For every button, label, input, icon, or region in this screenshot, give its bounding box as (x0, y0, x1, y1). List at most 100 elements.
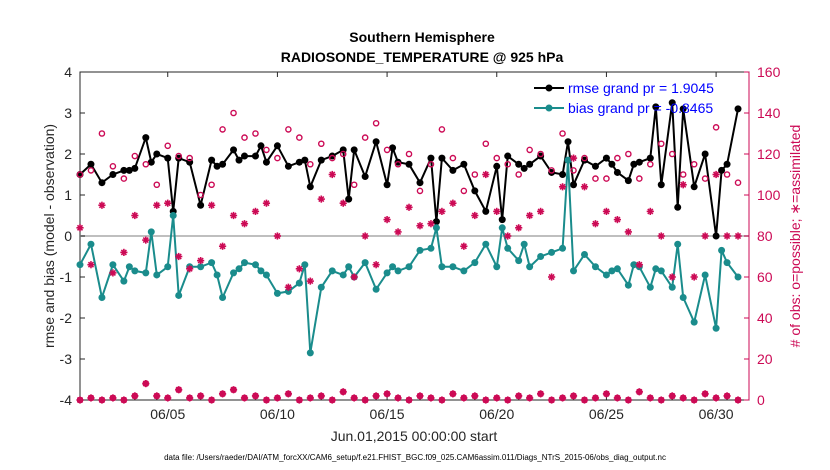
obs-assimilated-point (383, 390, 391, 398)
data-point (389, 144, 397, 152)
data-point (235, 265, 243, 273)
obs-assimilated-point (734, 396, 742, 404)
x-tick-label: 06/05 (150, 406, 185, 422)
obs-assimilated-point (350, 394, 358, 402)
data-point (306, 349, 314, 357)
obs-assimilated-point (471, 392, 479, 400)
series-2 (76, 109, 742, 199)
legend-bias-marker (545, 104, 553, 112)
y-tick-label: -2 (60, 310, 73, 326)
data-point (471, 259, 479, 267)
obs-assimilated-point (383, 216, 391, 224)
data-point (602, 154, 610, 162)
obs-possible-point (383, 146, 391, 154)
obs-possible-point (372, 119, 380, 127)
data-point (652, 103, 660, 111)
obs-assimilated-point (427, 394, 435, 402)
obs-possible-point (438, 126, 446, 133)
obs-assimilated-point (449, 390, 457, 398)
data-point (712, 232, 720, 240)
obs-assimilated-point (547, 273, 556, 281)
y-axis-right-label: # of obs: o=possible; ∗=assimilated (787, 125, 803, 348)
data-point (630, 261, 638, 269)
obs-assimilated-point (537, 207, 545, 215)
obs-assimilated-point (284, 283, 292, 291)
data-point (668, 283, 676, 291)
obs-possible-point (142, 160, 150, 168)
data-point (142, 134, 150, 142)
legend-rmse-marker (545, 84, 553, 92)
y-tick-label: 1 (64, 187, 72, 203)
obs-assimilated-point (613, 216, 621, 224)
data-point (213, 271, 221, 279)
obs-assimilated-point (339, 199, 347, 207)
data-point (361, 173, 369, 181)
data-point (515, 160, 523, 168)
data-point (718, 246, 726, 254)
data-point (602, 271, 610, 279)
obs-assimilated-point (339, 388, 347, 396)
obs-assimilated-point (131, 392, 139, 400)
obs-possible-point (570, 167, 577, 174)
obs-assimilated-point (547, 396, 556, 404)
data-point (493, 263, 501, 271)
data-point (109, 261, 117, 269)
obs-possible-point (76, 171, 84, 178)
data-point (142, 269, 150, 277)
data-file-footnote: data file: /Users/raeder/DAI/ATM_forcXX/… (164, 453, 666, 462)
obs-possible-point (636, 175, 643, 182)
obs-assimilated-point (76, 396, 84, 404)
data-point (383, 181, 391, 189)
obs-possible-point (504, 160, 512, 168)
legend-rmse-label: rmse grand pr = 1.9045 (568, 80, 714, 96)
obs-assimilated-point (416, 222, 424, 230)
obs-possible-point (252, 130, 259, 137)
obs-possible-point (416, 187, 424, 195)
data-point (520, 240, 528, 248)
data-point (613, 265, 621, 273)
obs-possible-point (328, 154, 336, 162)
data-point (213, 162, 221, 170)
data-point (175, 291, 183, 299)
data-point (657, 181, 665, 189)
x-tick-label: 06/30 (699, 406, 734, 422)
series-layer (76, 99, 742, 404)
data-point (559, 244, 567, 252)
data-point (262, 158, 270, 166)
obs-possible-point (120, 175, 128, 182)
obs-assimilated-point (394, 228, 402, 236)
obs-possible-point (197, 191, 204, 199)
data-point (712, 324, 720, 332)
obs-assimilated-point (186, 265, 194, 273)
data-point (520, 164, 528, 172)
data-point (460, 160, 468, 168)
data-point (674, 203, 682, 211)
obs-assimilated-point (153, 392, 161, 400)
obs-assimilated-point (218, 390, 227, 398)
y-right-tick-label: 120 (757, 146, 781, 162)
x-tick-label: 06/10 (260, 406, 295, 422)
data-point (723, 259, 731, 267)
obs-assimilated-point (646, 394, 654, 402)
obs-assimilated-point (328, 396, 336, 404)
data-point (498, 224, 506, 232)
obs-assimilated-point (712, 170, 720, 179)
data-point (317, 156, 325, 164)
x-axis-label: Jun.01,2015 00:00:00 start (331, 428, 498, 444)
data-point (147, 158, 155, 166)
obs-possible-point (263, 146, 270, 154)
obs-assimilated-point (438, 396, 446, 404)
obs-possible-point (361, 134, 369, 141)
data-point (701, 150, 709, 158)
obs-assimilated-point (317, 195, 325, 203)
obs-assimilated-point (361, 232, 369, 240)
data-point (432, 224, 440, 232)
obs-assimilated-point (361, 396, 369, 404)
obs-assimilated-point (569, 392, 578, 400)
obs-assimilated-point (229, 211, 238, 220)
obs-assimilated-point (295, 396, 303, 404)
data-point (389, 263, 397, 271)
obs-assimilated-point (218, 242, 227, 250)
obs-assimilated-point (569, 154, 578, 162)
data-point (257, 267, 265, 275)
